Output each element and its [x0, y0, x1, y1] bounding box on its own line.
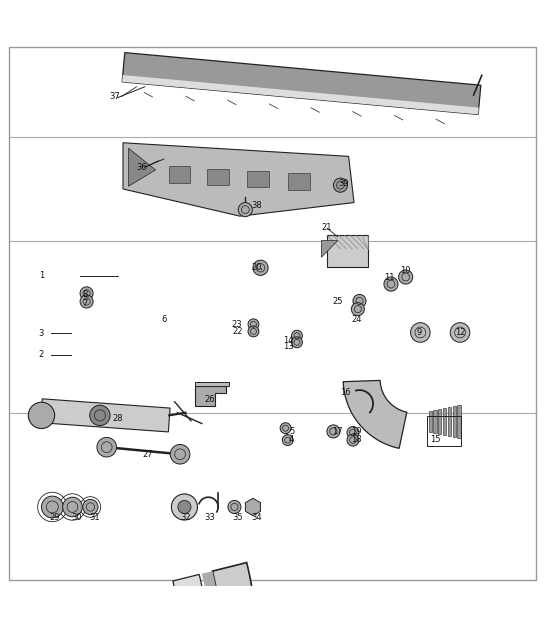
- Text: 32: 32: [180, 513, 191, 522]
- Bar: [452, 406, 456, 437]
- Text: 11: 11: [384, 273, 395, 281]
- Circle shape: [347, 426, 359, 438]
- Polygon shape: [207, 168, 229, 185]
- Bar: [428, 411, 432, 432]
- Text: 9: 9: [416, 328, 422, 337]
- Polygon shape: [88, 611, 145, 628]
- Polygon shape: [123, 143, 354, 216]
- Text: 27: 27: [142, 450, 153, 458]
- Circle shape: [238, 203, 252, 217]
- Text: 3: 3: [39, 328, 44, 337]
- Circle shape: [41, 496, 63, 518]
- Polygon shape: [322, 241, 338, 257]
- Polygon shape: [195, 382, 229, 386]
- Text: 17: 17: [332, 427, 343, 436]
- Polygon shape: [40, 399, 170, 432]
- Text: 35: 35: [232, 513, 243, 522]
- Text: 10: 10: [401, 266, 411, 275]
- Text: 39: 39: [338, 179, 348, 188]
- Circle shape: [398, 270, 413, 284]
- Text: 12: 12: [455, 328, 465, 337]
- Text: 34: 34: [251, 513, 262, 522]
- Text: 26: 26: [205, 395, 215, 404]
- Text: 25: 25: [332, 297, 343, 306]
- Circle shape: [83, 499, 98, 514]
- Polygon shape: [129, 148, 156, 187]
- Polygon shape: [200, 563, 256, 628]
- Text: 21: 21: [322, 222, 332, 232]
- Circle shape: [160, 622, 165, 627]
- Text: 2: 2: [39, 350, 44, 359]
- Polygon shape: [288, 173, 310, 190]
- Circle shape: [232, 594, 240, 602]
- Text: 16: 16: [341, 388, 351, 398]
- Circle shape: [384, 277, 398, 291]
- Polygon shape: [168, 166, 190, 183]
- Polygon shape: [122, 53, 481, 114]
- Circle shape: [292, 337, 302, 348]
- Text: 20: 20: [251, 263, 262, 273]
- Bar: [327, 235, 368, 267]
- Circle shape: [97, 437, 117, 457]
- Circle shape: [178, 501, 191, 514]
- Circle shape: [248, 326, 259, 337]
- Text: 38: 38: [251, 201, 262, 210]
- Bar: [443, 408, 446, 435]
- Circle shape: [352, 303, 365, 316]
- Text: 5: 5: [289, 427, 294, 436]
- Circle shape: [353, 295, 366, 308]
- Circle shape: [248, 319, 259, 330]
- Circle shape: [188, 601, 195, 607]
- Circle shape: [228, 501, 241, 514]
- Circle shape: [28, 402, 54, 428]
- Circle shape: [334, 178, 348, 192]
- Polygon shape: [195, 386, 226, 406]
- Text: 6: 6: [161, 315, 166, 324]
- Text: 37: 37: [110, 92, 120, 101]
- Text: 18: 18: [352, 435, 362, 443]
- Circle shape: [80, 295, 93, 308]
- Text: 22: 22: [232, 327, 243, 336]
- Text: 24: 24: [352, 315, 362, 324]
- Text: 15: 15: [431, 435, 441, 443]
- Text: 4: 4: [289, 435, 294, 443]
- Polygon shape: [190, 571, 221, 628]
- Bar: [448, 407, 451, 436]
- Circle shape: [410, 323, 430, 342]
- Circle shape: [282, 435, 293, 445]
- Circle shape: [171, 494, 197, 520]
- Bar: [457, 405, 461, 438]
- Polygon shape: [123, 598, 177, 628]
- Circle shape: [170, 445, 190, 464]
- Bar: [433, 410, 437, 433]
- Circle shape: [63, 497, 82, 517]
- Circle shape: [327, 425, 340, 438]
- Polygon shape: [157, 575, 207, 628]
- Text: 19: 19: [352, 427, 362, 436]
- Text: 30: 30: [71, 513, 82, 522]
- Text: 31: 31: [89, 513, 100, 522]
- Text: 33: 33: [204, 513, 215, 522]
- Text: 28: 28: [112, 414, 123, 423]
- Circle shape: [292, 330, 302, 341]
- Text: 36: 36: [137, 163, 147, 171]
- Text: 29: 29: [50, 513, 60, 522]
- Circle shape: [80, 287, 93, 300]
- Circle shape: [450, 323, 470, 342]
- Text: 13: 13: [283, 342, 294, 351]
- Text: 8: 8: [82, 291, 88, 300]
- Bar: [427, 416, 461, 446]
- Circle shape: [280, 423, 291, 433]
- Circle shape: [90, 405, 110, 426]
- Text: 14: 14: [283, 335, 294, 345]
- Text: 23: 23: [232, 320, 243, 329]
- Bar: [438, 409, 441, 434]
- Text: 7: 7: [82, 299, 88, 308]
- Text: 1: 1: [39, 271, 44, 281]
- Circle shape: [347, 434, 359, 446]
- Polygon shape: [343, 381, 407, 448]
- Circle shape: [253, 260, 268, 276]
- Polygon shape: [122, 75, 479, 114]
- Polygon shape: [247, 171, 269, 187]
